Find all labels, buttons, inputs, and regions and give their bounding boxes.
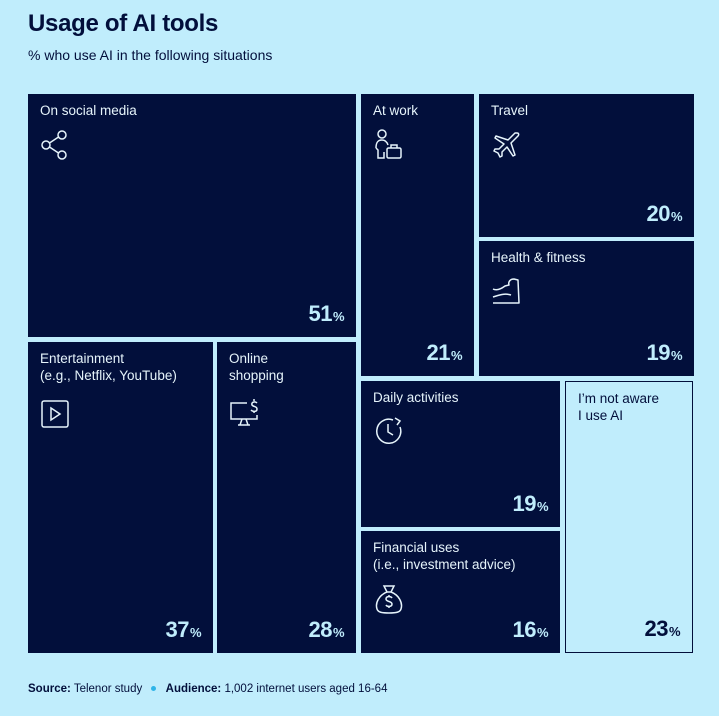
tile-value: 23% bbox=[644, 616, 680, 641]
tile-value: 51% bbox=[308, 301, 344, 326]
computer-dollar-icon bbox=[230, 399, 258, 426]
person-briefcase-icon bbox=[375, 129, 402, 159]
share-icon bbox=[41, 130, 67, 160]
play-icon bbox=[41, 400, 69, 428]
tile-entertainment: Entertainment (e.g., Netflix, YouTube) 3… bbox=[28, 342, 213, 653]
tile-value: 20% bbox=[646, 201, 682, 226]
chart-subtitle: % who use AI in the following situations bbox=[28, 47, 273, 63]
tile-label: I’m not aware I use AI bbox=[578, 391, 660, 423]
tile-health-fitness: Health & fitness 19% bbox=[479, 241, 694, 376]
tile-value: 37% bbox=[165, 617, 201, 642]
tile-financial-uses: Financial uses (i.e., investment advice)… bbox=[361, 531, 560, 653]
source-value: Telenor study bbox=[73, 683, 143, 695]
tile-online-shopping: Online shopping 28% bbox=[217, 342, 356, 653]
tile-social-media: On social media 51% bbox=[28, 94, 356, 337]
tile-label: Financial uses (i.e., investment advice) bbox=[373, 540, 516, 572]
audience-value: 1,002 internet users aged 16-64 bbox=[224, 683, 388, 695]
tile-daily-activities: Daily activities 19% bbox=[361, 381, 560, 527]
tile-value: 21% bbox=[426, 340, 462, 365]
tile-label: Entertainment (e.g., Netflix, YouTube) bbox=[40, 351, 177, 383]
audience-label: Audience: bbox=[165, 683, 222, 695]
tile-value: 28% bbox=[308, 617, 344, 642]
tile-label: Daily activities bbox=[373, 390, 459, 405]
tile-value: 16% bbox=[512, 617, 548, 642]
money-bag-icon bbox=[375, 585, 403, 614]
flexed-arm-icon bbox=[492, 278, 520, 304]
tile-travel: Travel 20% bbox=[479, 94, 694, 237]
chart-title: Usage of AI tools bbox=[28, 10, 219, 37]
source-label: Source: bbox=[28, 683, 71, 695]
tile-label: Travel bbox=[491, 103, 529, 118]
clock-icon bbox=[376, 417, 402, 444]
tile-value: 19% bbox=[646, 340, 682, 365]
separator-dot-icon bbox=[151, 685, 157, 691]
tile-label: Health & fitness bbox=[491, 250, 586, 265]
tile-at-work: At work 21% bbox=[361, 94, 474, 376]
footer: Source: Telenor study Audience: 1,002 in… bbox=[28, 683, 387, 695]
tile-not-aware: I’m not aware I use AI 23% bbox=[565, 381, 693, 653]
tile-label: At work bbox=[373, 103, 419, 118]
tile-label: Online shopping bbox=[229, 351, 284, 383]
airplane-icon bbox=[493, 132, 520, 158]
tile-label: On social media bbox=[40, 103, 137, 118]
tile-value: 19% bbox=[512, 491, 548, 516]
